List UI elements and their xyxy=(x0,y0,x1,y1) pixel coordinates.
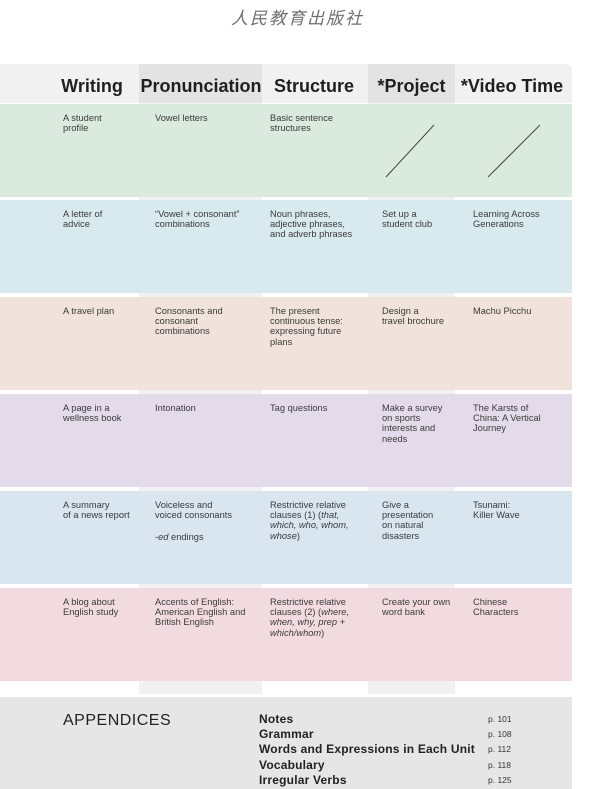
appendix-item-label: Irregular Verbs xyxy=(259,773,347,787)
table-cell: Vowel letters xyxy=(155,113,208,123)
appendix-page-number: p. 125 xyxy=(488,775,512,785)
table-cell: Make a survey on sports interests and ne… xyxy=(382,403,443,444)
appendix-item-label: Vocabulary xyxy=(259,758,325,772)
table-cell-extra: -ed endings xyxy=(155,532,204,542)
table-cell: Restrictive relative clauses (2) (where,… xyxy=(270,597,350,638)
appendices-title: APPENDICES xyxy=(63,712,172,729)
table-cell: Intonation xyxy=(155,403,196,413)
table-cell: A page in a wellness book xyxy=(63,403,122,424)
table-cell: Design a travel brochure xyxy=(382,306,445,327)
table-row: A page in a wellness book Intonation Tag q… xyxy=(0,394,572,487)
table-cell: Restrictive relative clauses (1) (that, … xyxy=(270,500,349,541)
appendices-panel xyxy=(0,697,572,789)
table-header xyxy=(0,64,572,103)
table-cell: Machu Picchu xyxy=(473,306,532,316)
not-applicable-slash-icon xyxy=(385,124,435,178)
not-applicable-slash-icon xyxy=(487,124,541,178)
appendix-item-label: Notes xyxy=(259,712,294,726)
appendix-page-number: p. 112 xyxy=(488,744,512,754)
appendix-item-label: Grammar xyxy=(259,727,314,741)
table-cell: Voiceless and voiced consonants xyxy=(155,500,233,521)
table-cell: A student profile xyxy=(63,113,102,134)
table-cell: Consonants and consonant combinations xyxy=(155,306,223,337)
table-row: A travel plan Consonants and consonant co… xyxy=(0,297,572,390)
appendix-page-number: p. 108 xyxy=(488,729,512,739)
table-cell: Noun phrases, adjective phrases, and adv… xyxy=(270,209,353,240)
table-cell: Set up a student club xyxy=(382,209,433,230)
table-cell: Basic sentence structures xyxy=(270,113,334,134)
appendix-page-number: p. 118 xyxy=(488,760,512,770)
table-cell: “Vowel + consonant” combinations xyxy=(155,209,240,230)
table-cell: Tag questions xyxy=(270,403,328,413)
header-structure: Structure xyxy=(273,76,354,96)
appendix-item-label: Words and Expressions in Each Unit xyxy=(259,742,475,756)
table-cell: A letter of advice xyxy=(63,209,103,230)
header-project: *Project xyxy=(377,76,446,96)
table-cell: Give a presentation on natural disasters xyxy=(382,500,434,541)
table-cell: A summary of a news report xyxy=(63,500,130,521)
table-cell: The present continuous tense: expressing… xyxy=(270,306,343,347)
table-cell: The Karsts of China: A Vertical Journey xyxy=(473,403,541,434)
table-cell: Create your own word bank xyxy=(382,597,451,618)
table-cell: A travel plan xyxy=(63,306,115,316)
header-pronunciation: Pronunciation xyxy=(140,76,262,96)
header-writing: Writing xyxy=(61,76,123,96)
table-row: A blog about English study Accents of Eng… xyxy=(0,588,572,681)
table-row: A student profile Vowel letters Basic sent… xyxy=(0,104,572,197)
publisher-logo: 人民教育出版社 xyxy=(231,9,364,29)
header-video-time: *Video Time xyxy=(460,76,564,96)
table-cell: Learning Across Generations xyxy=(473,209,540,230)
appendix-page-number: p. 101 xyxy=(488,714,512,724)
table-cell: A blog about English study xyxy=(63,597,119,618)
table-row: A letter of advice “Vowel + consonant” co… xyxy=(0,200,572,293)
table-cell: Accents of English: American English and… xyxy=(155,597,246,628)
table-cell: Chinese Characters xyxy=(473,597,519,618)
table-row: A summary of a news report Voiceless and … xyxy=(0,491,572,584)
table-cell: Tsunami: Killer Wave xyxy=(473,500,520,521)
